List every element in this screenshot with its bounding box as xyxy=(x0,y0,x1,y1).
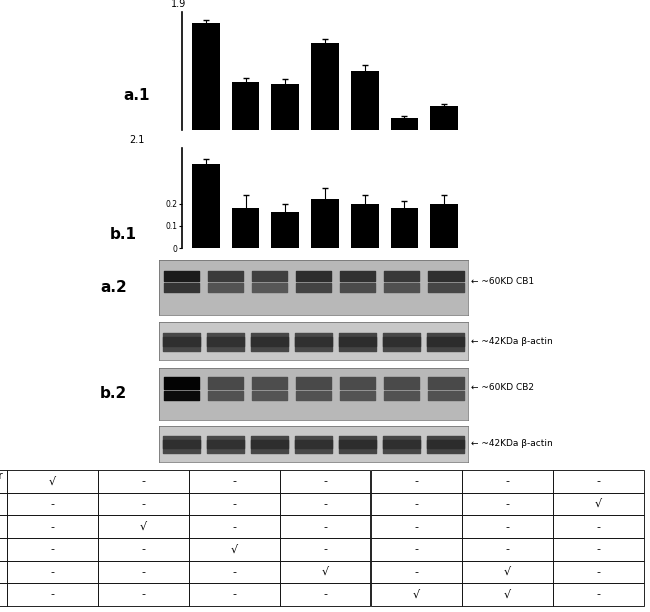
Bar xyxy=(231,208,259,248)
Text: b.2: b.2 xyxy=(100,387,127,401)
Bar xyxy=(192,23,220,130)
Bar xyxy=(311,43,339,130)
Text: ← ~42KDa β-actin: ← ~42KDa β-actin xyxy=(471,439,553,449)
Bar xyxy=(351,71,378,130)
Bar xyxy=(231,82,259,130)
Text: 1.9: 1.9 xyxy=(171,0,187,9)
Bar xyxy=(351,204,378,248)
Text: b.1: b.1 xyxy=(110,227,137,242)
Text: ← ~60KD CB2: ← ~60KD CB2 xyxy=(471,383,534,392)
Text: a.2: a.2 xyxy=(100,280,127,295)
Bar xyxy=(430,204,458,248)
Bar xyxy=(272,212,299,248)
Bar xyxy=(391,208,419,248)
Bar xyxy=(272,84,299,130)
Bar xyxy=(192,163,220,248)
Bar xyxy=(430,106,458,130)
Text: a.1: a.1 xyxy=(124,88,150,103)
Text: ← ~60KD CB1: ← ~60KD CB1 xyxy=(471,277,534,286)
Text: ← ~42KDa β-actin: ← ~42KDa β-actin xyxy=(471,337,553,346)
Text: 2.1: 2.1 xyxy=(129,135,144,145)
Bar xyxy=(311,199,339,248)
Bar xyxy=(391,118,419,130)
